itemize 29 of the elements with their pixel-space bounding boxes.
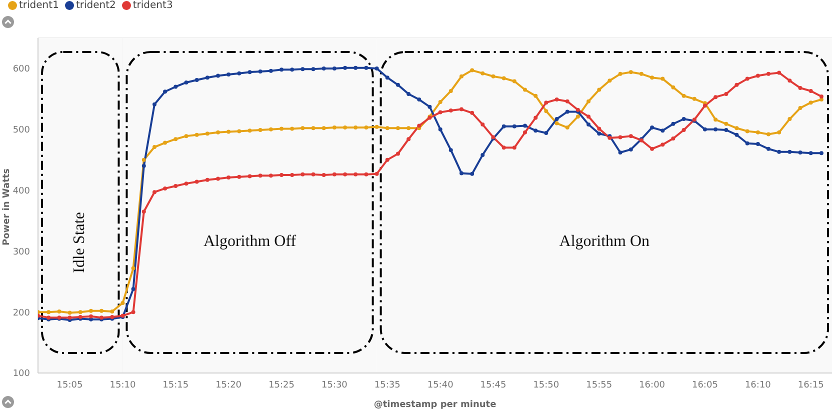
band-label: Idle State <box>71 212 88 273</box>
x-tick-label: 15:05 <box>56 380 83 390</box>
legend-label: trident2 <box>74 0 116 11</box>
x-tick-label: 15:15 <box>162 380 189 390</box>
x-tick-label: 15:55 <box>586 380 612 390</box>
x-tick-label: 16:10 <box>744 380 772 390</box>
legend-label: trident3 <box>132 0 173 11</box>
y-tick-label: 300 <box>12 247 30 258</box>
x-tick-label: 15:45 <box>480 380 506 390</box>
y-tick-label: 400 <box>12 186 30 196</box>
x-tick-label: 15:20 <box>216 380 242 390</box>
band-label: Algorithm Off <box>203 233 297 250</box>
y-axis-title: Power in Watts <box>2 168 12 246</box>
y-tick-label: 100 <box>12 369 30 380</box>
x-tick-label: 15:50 <box>533 380 560 390</box>
x-tick-label: 15:10 <box>110 380 136 390</box>
x-tick-label: 15:25 <box>268 380 295 390</box>
x-axis-title: @timestamp per minute <box>374 400 496 409</box>
x-tick-label: 15:30 <box>321 380 348 390</box>
legend-label: trident1 <box>18 0 59 11</box>
x-tick-label: 16:00 <box>639 380 666 390</box>
band-label: Algorithm On <box>559 233 650 250</box>
y-tick-label: 500 <box>12 126 30 136</box>
x-tick-label: 15:40 <box>427 380 454 390</box>
x-tick-label: 16:15 <box>798 380 824 390</box>
x-tick-label: 16:05 <box>692 380 718 390</box>
y-tick-label: 200 <box>12 308 30 318</box>
y-tick-label: 600 <box>12 64 30 75</box>
x-tick-label: 15:35 <box>374 380 400 390</box>
